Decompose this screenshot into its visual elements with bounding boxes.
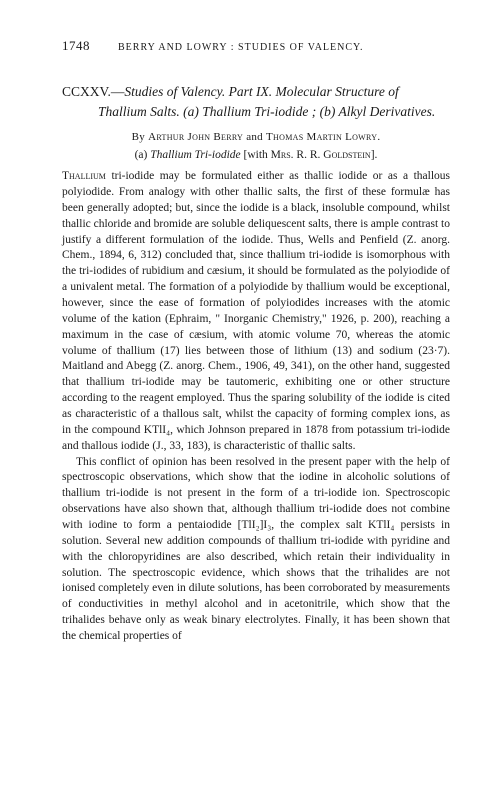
page-number: 1748 [62, 38, 90, 54]
by-label: By [132, 131, 149, 143]
title-parts: (a) Thallium Tri-iodide ; (b) Alkyl Deri… [180, 104, 435, 119]
subsection-label: (a) [135, 149, 151, 161]
running-head: BERRY AND LOWRY : STUDIES OF VALENCY. [118, 42, 363, 53]
title-number: CCXXV.— [62, 84, 124, 99]
article-title: CCXXV.—Studies of Valency. Part IX. Mole… [62, 82, 450, 121]
para1-lead: Thallium [62, 170, 106, 182]
author-1: Arthur John Berry [148, 131, 243, 143]
page: 1748 BERRY AND LOWRY : STUDIES OF VALENC… [0, 0, 500, 665]
subsection-title: Thallium Tri-iodide [150, 149, 240, 161]
subsection-heading: (a) Thallium Tri-iodide [with Mrs. R. R.… [62, 149, 450, 161]
paragraph-1: Thallium tri-iodide may be formulated ei… [62, 169, 450, 454]
paragraph-2: This conflict of opinion has been resolv… [62, 455, 450, 645]
author-2: Thomas Martin Lowry [266, 131, 377, 143]
subsection-close: ]. [371, 149, 378, 161]
and-label: and [243, 131, 266, 143]
subsection-with: [with [241, 149, 271, 161]
para1-body: tri-iodide may be formulated either as t… [62, 170, 450, 452]
body-text: Thallium tri-iodide may be formulated ei… [62, 169, 450, 645]
subsection-collaborator: Mrs. R. R. Goldstein [271, 149, 371, 161]
page-header: 1748 BERRY AND LOWRY : STUDIES OF VALENC… [62, 38, 450, 54]
authors-line: By Arthur John Berry and Thomas Martin L… [62, 131, 450, 143]
